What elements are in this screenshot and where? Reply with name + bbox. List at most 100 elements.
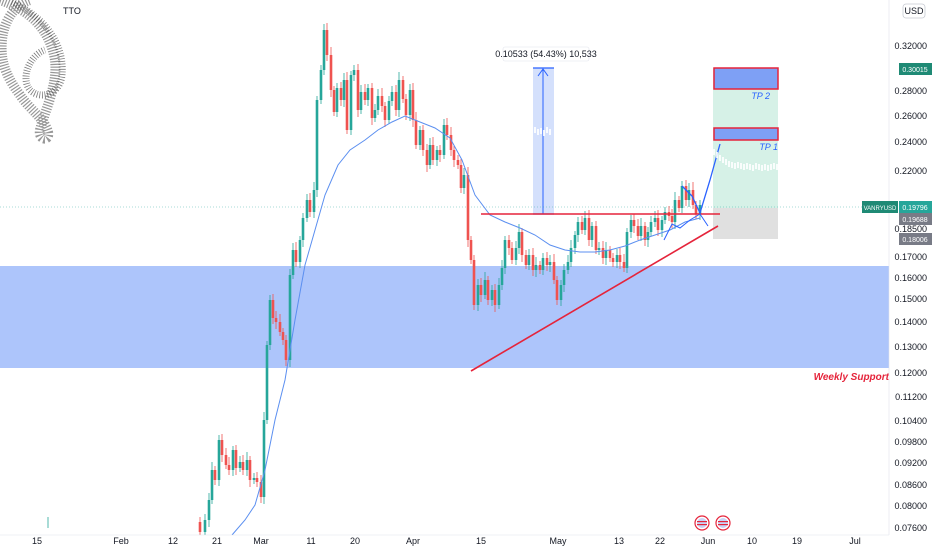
ghost-bar [752, 165, 754, 171]
candle-body [345, 80, 349, 130]
price-axis-label: 0.09800 [894, 437, 927, 447]
us-flag-icon [715, 515, 731, 531]
candle-body [566, 262, 570, 270]
candle-body [687, 190, 691, 200]
candle-body [305, 200, 309, 218]
candle-body [449, 135, 453, 150]
price-axis-label: 0.09200 [894, 458, 927, 468]
price-axis-label: 0.12000 [894, 368, 927, 378]
candle-body [370, 88, 374, 118]
candle-body [366, 88, 370, 100]
candle-body [363, 92, 367, 100]
ghost-bar [734, 163, 736, 169]
candle-body [452, 150, 456, 160]
price-axis-label: 0.18500 [894, 224, 927, 234]
candle-body [580, 222, 584, 230]
long-position-loss-zone[interactable] [713, 208, 778, 239]
candle-body [291, 250, 295, 275]
svg-text:0.18006: 0.18006 [902, 237, 927, 244]
candle-body [248, 460, 252, 480]
candle-body [583, 218, 587, 230]
time-axis-label: 13 [614, 536, 624, 546]
ascending-trendline[interactable] [470, 225, 719, 372]
candle-body [213, 470, 217, 480]
time-axis[interactable]: 15 Feb 12 21 Mar 11 20 Apr 15 May 13 22 Jun 10 19 Jul [32, 536, 861, 546]
candle-body [601, 248, 605, 258]
price-axis-label: 0.26000 [894, 111, 927, 121]
price-axis[interactable]: 0.32000 0.28000 0.26000 0.24000 0.22000 0.185… [894, 41, 927, 533]
projection-ghost-bars [534, 127, 778, 171]
currency-label: USD [904, 6, 924, 16]
candle-body [456, 160, 460, 165]
candle-body [387, 101, 391, 120]
ghost-bar [776, 164, 778, 170]
candle-body [431, 145, 435, 160]
price-axis-background [889, 0, 932, 548]
candle-body [380, 96, 384, 106]
candle-body [497, 285, 501, 305]
candle-body [356, 70, 360, 110]
candle-body [646, 232, 650, 240]
candle-body [500, 268, 504, 285]
tp2-box[interactable] [713, 67, 779, 90]
ghost-bar [549, 129, 551, 135]
candle-body [608, 250, 612, 258]
candlesticks[interactable] [47, 23, 702, 538]
candle-body [224, 455, 228, 465]
event-flags[interactable] [694, 515, 731, 531]
candle-body [231, 450, 235, 470]
tp1-box[interactable] [713, 127, 779, 141]
time-axis-label: Feb [113, 536, 129, 546]
time-axis-label: Jul [849, 536, 861, 546]
candle-body [493, 290, 497, 305]
candle-body [278, 322, 282, 332]
candle-body [342, 80, 346, 100]
candle-body [265, 345, 269, 420]
price-axis-label: 0.16000 [894, 273, 927, 283]
candle-body [383, 106, 387, 120]
candle-body [352, 70, 356, 75]
weekly-support-zone[interactable] [0, 266, 889, 368]
candle-body [531, 255, 535, 270]
time-axis-label: 12 [168, 536, 178, 546]
ghost-bar [749, 164, 751, 170]
candle-body [281, 332, 285, 340]
ghost-bar [537, 129, 539, 135]
candle-body [597, 248, 601, 250]
currency-button[interactable]: USD [902, 3, 926, 19]
candle-body [262, 420, 266, 497]
price-range-label: 0.10533 (54.43%) 10,533 [495, 46, 597, 62]
price-axis-label: 0.11200 [895, 392, 927, 402]
candle-body [394, 92, 398, 110]
projection-path[interactable] [681, 143, 721, 215]
candle-body [469, 240, 473, 260]
candle-body [622, 262, 626, 268]
ghost-bar [722, 157, 724, 163]
time-axis-background [0, 535, 932, 548]
candle-body [677, 200, 681, 208]
candle-body [319, 70, 323, 100]
candle-body [590, 226, 594, 240]
candle-body [656, 218, 660, 230]
candle-body [486, 280, 490, 300]
candle-body [404, 99, 408, 115]
price-range-measure-arrowhead [537, 68, 549, 77]
candle-body [618, 255, 622, 262]
candle-body [680, 186, 684, 208]
candle-body [545, 258, 549, 265]
candle-body [517, 232, 521, 248]
price-axis-label: 0.17000 [894, 252, 927, 262]
candle-body [604, 250, 608, 258]
scribble-logo-icon [0, 0, 66, 144]
candle-body [255, 478, 259, 482]
candle-body [288, 275, 292, 360]
price-axis-label: 0.14000 [894, 317, 927, 327]
candle-body [459, 165, 463, 188]
candle-body [483, 280, 487, 295]
ghost-bar [737, 162, 739, 168]
candle-body [524, 255, 528, 265]
candle-body [329, 55, 333, 90]
candle-body [241, 462, 245, 470]
price-axis-label: 0.24000 [894, 137, 927, 147]
